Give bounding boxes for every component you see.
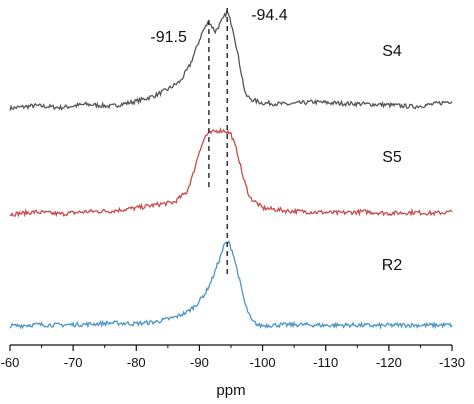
- peak-annotation-0: -91.5: [150, 29, 187, 46]
- peak-annotation-1: -94.4: [251, 7, 288, 24]
- x-tick-label: -120: [376, 355, 402, 370]
- x-tick-label: -110: [313, 355, 338, 370]
- x-axis-label: ppm: [216, 382, 245, 399]
- series-line-r2: [9, 239, 453, 330]
- series-line-s5: [9, 126, 453, 218]
- x-ticks: -60 -70 -80 -90 -100 -110 -120 -130: [1, 345, 465, 370]
- series-label-r2: R2: [382, 257, 403, 274]
- x-tick-label: -90: [190, 355, 209, 370]
- series-layer: [9, 9, 453, 330]
- series-line-s4: [9, 9, 453, 111]
- x-tick-label: -130: [439, 355, 465, 370]
- series-label-s5: S5: [382, 149, 402, 166]
- series-labels: S4 S5 R2: [382, 43, 403, 274]
- x-tick-label: -70: [64, 355, 83, 370]
- x-tick-label: -100: [250, 355, 276, 370]
- x-tick-label: -60: [1, 355, 20, 370]
- series-label-s4: S4: [382, 43, 402, 60]
- reference-lines: [208, 8, 228, 278]
- peak-annotations: -91.5 -94.4: [150, 7, 287, 46]
- x-tick-label: -80: [127, 355, 146, 370]
